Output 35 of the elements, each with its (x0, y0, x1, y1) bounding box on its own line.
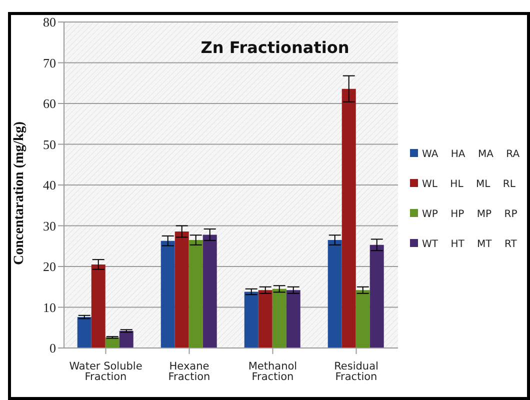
bar (105, 337, 120, 348)
bar (202, 234, 217, 348)
bar (258, 290, 272, 348)
bar (91, 264, 106, 348)
legend-label: WP HP MP RP (422, 209, 518, 220)
y-axis-title: Concentaration (mg/kg) (12, 121, 27, 265)
y-tick-label: 20 (43, 259, 56, 274)
bar (77, 317, 92, 348)
bar (188, 240, 203, 348)
bar (174, 231, 189, 348)
bar (272, 288, 286, 348)
y-tick-label: 10 (43, 300, 56, 315)
bar (356, 290, 370, 348)
bar (119, 330, 134, 348)
y-tick-label: 80 (43, 14, 56, 30)
legend-label: WT HT MT RT (422, 239, 517, 250)
bar (160, 240, 175, 348)
bar (370, 244, 384, 348)
y-tick-label: 70 (43, 55, 56, 70)
legend-label: WL HL ML RL (422, 179, 516, 190)
x-tick-label: Water Soluble Fraction (69, 360, 142, 383)
x-tick-label: Hexane Fraction (168, 360, 210, 383)
bar (286, 290, 300, 348)
text: Zn Fractionation (200, 38, 350, 57)
y-tick-label: 60 (43, 96, 56, 112)
y-tick-label: 0 (50, 340, 56, 356)
bar (328, 240, 342, 348)
x-tick-label: Methanol Fraction (248, 360, 298, 383)
y-tick-label: 30 (43, 218, 56, 234)
x-tick-label: Residual Fraction (334, 360, 378, 383)
bar (342, 88, 356, 348)
y-tick-label: 50 (43, 136, 56, 152)
legend-label: WA HA MA RA (422, 149, 520, 160)
bar (244, 292, 258, 348)
y-tick-label: 40 (43, 178, 56, 193)
